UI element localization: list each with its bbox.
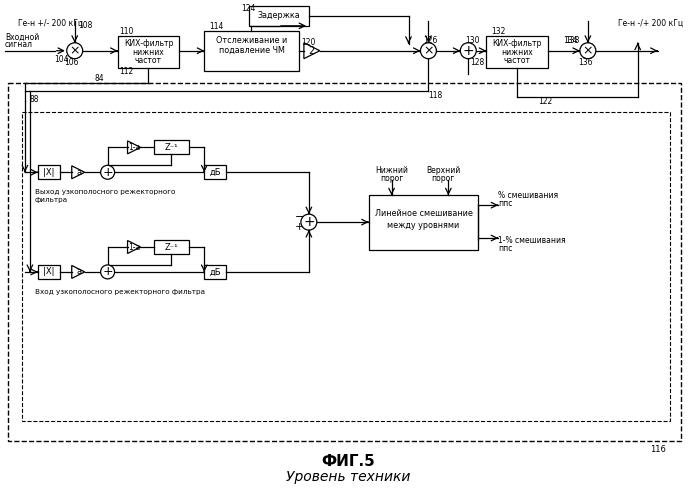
Text: ×: ×	[69, 44, 80, 57]
Polygon shape	[127, 241, 140, 253]
Text: Ге-н +/- 200 кГц: Ге-н +/- 200 кГц	[18, 18, 83, 27]
Text: |X|: |X|	[43, 267, 55, 276]
Text: Z⁻¹: Z⁻¹	[165, 243, 178, 251]
Text: порог: порог	[432, 174, 455, 183]
Text: 84: 84	[95, 74, 104, 83]
FancyBboxPatch shape	[368, 195, 478, 250]
Text: ппс: ппс	[498, 199, 512, 208]
FancyBboxPatch shape	[38, 265, 60, 279]
Text: ×: ×	[423, 44, 433, 57]
Circle shape	[67, 43, 82, 59]
Text: ×: ×	[582, 44, 593, 57]
Text: Z⁻¹: Z⁻¹	[165, 143, 178, 152]
Text: 120: 120	[301, 38, 315, 47]
FancyBboxPatch shape	[487, 36, 548, 68]
Text: 116: 116	[649, 445, 665, 454]
Text: дБ: дБ	[210, 267, 221, 276]
Polygon shape	[72, 166, 85, 179]
Circle shape	[101, 165, 115, 179]
Text: +: +	[463, 44, 474, 58]
Text: Выход узкополосного режекторного: Выход узкополосного режекторного	[35, 189, 175, 195]
Text: 114: 114	[209, 22, 224, 31]
Text: сигнал: сигнал	[5, 40, 33, 49]
Text: +: +	[102, 166, 113, 179]
Text: нижних: нижних	[133, 48, 164, 57]
Text: Вход узкополосного режекторного фильтра: Вход узкополосного режекторного фильтра	[35, 289, 205, 295]
Text: 106: 106	[64, 58, 79, 67]
Text: нижних: нижних	[501, 48, 533, 57]
Text: 110: 110	[120, 27, 134, 36]
Text: Линейное смешивание: Линейное смешивание	[375, 209, 473, 218]
Circle shape	[580, 43, 596, 59]
Polygon shape	[72, 265, 85, 278]
Text: ппс: ппс	[498, 244, 512, 252]
FancyBboxPatch shape	[204, 165, 226, 179]
Text: |X|: |X|	[43, 168, 55, 177]
Text: 126: 126	[424, 36, 438, 45]
Text: фильтра: фильтра	[35, 197, 68, 203]
Text: 1-a: 1-a	[129, 143, 140, 152]
Polygon shape	[127, 141, 140, 154]
FancyBboxPatch shape	[249, 6, 309, 26]
Text: 136: 136	[578, 58, 592, 67]
Text: 130: 130	[466, 36, 480, 45]
Text: 128: 128	[470, 58, 484, 67]
Circle shape	[421, 43, 436, 59]
Text: Входной: Входной	[5, 33, 39, 42]
Text: 138: 138	[565, 36, 580, 45]
Text: 124: 124	[241, 4, 256, 13]
Text: Уровень техники: Уровень техники	[285, 470, 410, 484]
Text: Ге-н -/+ 200 кГц: Ге-н -/+ 200 кГц	[618, 18, 683, 27]
Text: частот: частот	[135, 56, 162, 65]
FancyBboxPatch shape	[154, 240, 189, 254]
Circle shape	[461, 43, 476, 59]
Text: 2: 2	[309, 46, 315, 56]
Text: 112: 112	[120, 67, 134, 76]
Polygon shape	[304, 43, 320, 59]
Text: a: a	[76, 168, 81, 177]
Text: +: +	[102, 265, 113, 278]
Text: a: a	[76, 267, 81, 276]
Text: частот: частот	[503, 56, 531, 65]
Text: 108: 108	[78, 21, 92, 30]
Circle shape	[101, 265, 115, 279]
FancyBboxPatch shape	[204, 31, 299, 71]
Text: 132: 132	[491, 27, 505, 36]
FancyBboxPatch shape	[154, 140, 189, 154]
Text: % смешивания: % смешивания	[498, 191, 559, 200]
Text: порог: порог	[380, 174, 403, 183]
FancyBboxPatch shape	[117, 36, 180, 68]
Text: Нижний: Нижний	[375, 166, 408, 175]
Text: ФИГ.5: ФИГ.5	[321, 454, 375, 469]
Text: +: +	[303, 215, 315, 229]
Text: 122: 122	[538, 97, 552, 106]
Text: 1-% смешивания: 1-% смешивания	[498, 236, 565, 245]
Text: Верхний: Верхний	[426, 166, 461, 175]
Text: +: +	[295, 222, 305, 232]
FancyBboxPatch shape	[22, 113, 670, 421]
Text: Задержка: Задержка	[258, 11, 301, 20]
FancyBboxPatch shape	[8, 83, 681, 441]
Text: −: −	[295, 212, 305, 222]
Circle shape	[301, 214, 317, 230]
Text: КИХ-фильтр: КИХ-фильтр	[492, 39, 542, 48]
Text: подавление ЧМ: подавление ЧМ	[219, 46, 284, 55]
Text: 118: 118	[428, 91, 442, 100]
Text: 88: 88	[30, 95, 39, 104]
FancyBboxPatch shape	[38, 165, 60, 179]
Text: между уровнями: между уровнями	[387, 221, 459, 230]
FancyBboxPatch shape	[204, 265, 226, 279]
Text: 1-a: 1-a	[129, 243, 140, 251]
Text: 134: 134	[563, 36, 577, 45]
Text: Отслеживание и: Отслеживание и	[216, 36, 287, 45]
Text: 104: 104	[55, 55, 69, 64]
Text: дБ: дБ	[210, 168, 221, 177]
Text: КИХ-фильтр: КИХ-фильтр	[124, 39, 173, 48]
